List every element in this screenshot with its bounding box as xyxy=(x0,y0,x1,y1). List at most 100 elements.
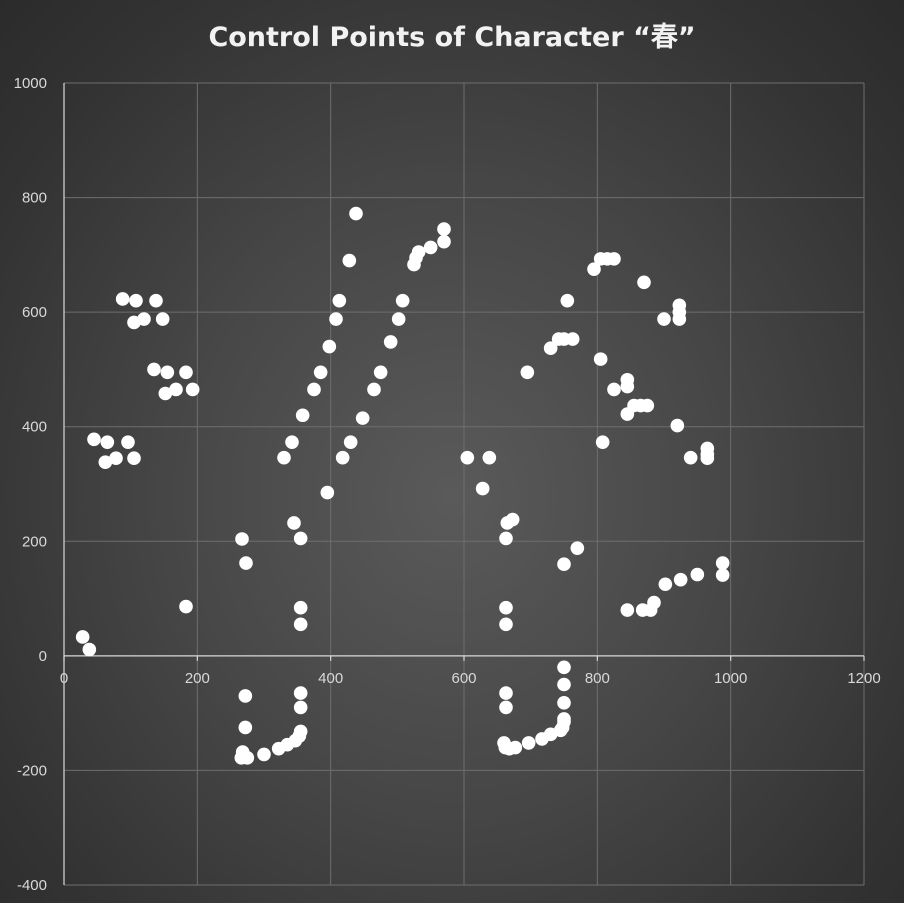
data-point xyxy=(560,293,575,308)
data-point xyxy=(98,455,113,470)
data-point xyxy=(240,751,255,765)
data-point xyxy=(565,332,580,346)
data-point xyxy=(593,352,608,366)
x-tick-label: 0 xyxy=(60,670,68,687)
data-point xyxy=(343,435,358,449)
data-point xyxy=(715,568,730,582)
data-point xyxy=(293,700,308,715)
data-point xyxy=(332,293,347,308)
y-tick-label: 0 xyxy=(39,648,47,665)
data-point xyxy=(715,556,730,570)
data-point xyxy=(557,712,571,726)
data-point xyxy=(155,312,170,326)
data-point xyxy=(557,557,571,571)
y-tick-label: 200 xyxy=(22,533,47,550)
data-point xyxy=(235,532,249,546)
data-point xyxy=(147,362,161,377)
data-point xyxy=(658,577,673,592)
data-point xyxy=(329,312,343,326)
data-point xyxy=(437,234,451,249)
data-point xyxy=(557,696,571,710)
data-point xyxy=(508,740,523,755)
data-point xyxy=(158,386,173,401)
y-tick-label: 400 xyxy=(22,419,47,436)
data-point xyxy=(160,365,175,380)
data-point xyxy=(647,595,661,610)
x-axis-ticks: 0 200 400 600 800 1000 1200 xyxy=(60,670,881,687)
data-point xyxy=(520,365,535,380)
data-point xyxy=(521,736,536,750)
x-tick-label: 600 xyxy=(451,670,476,687)
data-point xyxy=(499,686,513,700)
data-point xyxy=(505,512,520,527)
data-point xyxy=(293,724,308,739)
y-tick-label: 800 xyxy=(22,190,47,207)
data-point xyxy=(595,435,610,449)
data-point xyxy=(293,531,308,546)
data-point xyxy=(499,600,513,615)
x-tick-label: 800 xyxy=(585,670,610,687)
data-point xyxy=(285,435,299,449)
data-point xyxy=(239,556,253,570)
data-point xyxy=(423,240,438,255)
x-tick-label: 400 xyxy=(318,670,343,687)
data-point xyxy=(499,617,513,632)
data-point xyxy=(367,382,381,397)
data-point xyxy=(557,660,571,675)
data-point xyxy=(640,398,655,413)
y-axis-ticks: -400 -200 0 200 400 600 800 1000 xyxy=(14,75,47,894)
data-point xyxy=(475,481,490,496)
data-point xyxy=(100,435,115,449)
data-point xyxy=(295,408,310,423)
data-point xyxy=(109,451,123,466)
data-point xyxy=(257,747,271,762)
chart-title: Control Points of Character “春” xyxy=(208,22,695,53)
data-point xyxy=(499,700,513,715)
data-point xyxy=(115,292,130,306)
data-point xyxy=(320,485,335,500)
data-point xyxy=(342,253,357,268)
data-point xyxy=(129,293,143,308)
data-point xyxy=(307,382,321,397)
data-point xyxy=(391,312,406,326)
data-point xyxy=(620,372,635,387)
data-point xyxy=(607,252,621,266)
data-point xyxy=(349,206,363,221)
data-point xyxy=(607,382,621,397)
data-point xyxy=(673,572,688,587)
data-point xyxy=(185,382,200,397)
data-point xyxy=(169,382,183,397)
data-point xyxy=(277,450,291,465)
data-point xyxy=(355,411,370,425)
data-point xyxy=(657,312,671,326)
data-point xyxy=(287,516,301,530)
data-point xyxy=(293,600,308,615)
data-point xyxy=(482,450,497,465)
y-tick-label: -400 xyxy=(17,877,47,894)
data-point xyxy=(620,603,635,617)
data-point xyxy=(690,567,705,582)
x-tick-label: 1000 xyxy=(714,670,747,687)
axes xyxy=(63,83,865,885)
data-point xyxy=(137,312,151,326)
y-tick-label: 600 xyxy=(22,304,47,321)
data-point xyxy=(395,293,410,308)
y-tick-label: 1000 xyxy=(14,75,47,92)
data-points xyxy=(75,206,730,765)
data-point xyxy=(637,275,651,290)
data-point xyxy=(179,365,193,380)
data-point xyxy=(411,245,426,259)
data-point xyxy=(238,689,253,703)
data-point xyxy=(460,450,475,465)
y-tick-label: -200 xyxy=(17,762,47,779)
data-point xyxy=(179,599,193,614)
data-point xyxy=(700,451,715,466)
data-point xyxy=(373,365,388,380)
data-point xyxy=(87,432,101,447)
data-point xyxy=(670,418,685,433)
data-point xyxy=(499,531,513,546)
data-point xyxy=(127,451,141,466)
data-point xyxy=(557,677,571,692)
grid-lines xyxy=(64,82,865,886)
